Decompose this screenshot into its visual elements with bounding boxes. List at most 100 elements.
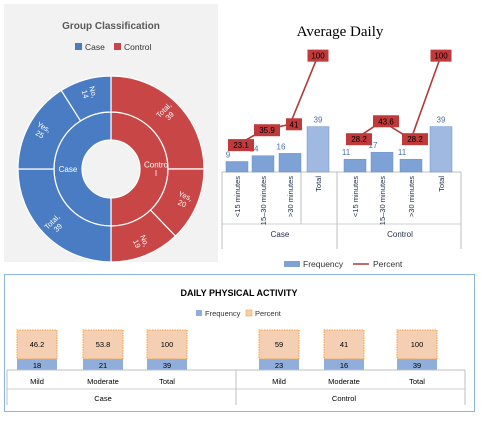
x-tick-label: Moderate [328, 377, 360, 386]
percent-value-label: 28.2 [351, 135, 367, 144]
x-tick-label: Total [159, 377, 175, 386]
daily-physical-activity-plot: 18 21 39 23 16 39 46.2 53.8 100 59 41 100 Mild Modera… [6, 329, 466, 405]
percent-label-box [254, 124, 280, 137]
outer-label-control-2: No,19 [130, 234, 150, 251]
group-label-control: Control [387, 230, 413, 239]
chart-title: DAILY PHYSICAL ACTIVITY [180, 288, 297, 298]
outer-slice-case-2 [60, 75, 112, 122]
bar-frequency [259, 359, 299, 370]
bar-value-label: 16 [277, 142, 286, 151]
bar-frequency [278, 153, 302, 173]
x-tick-label: Total [314, 176, 323, 192]
inner-label-case: Case [59, 165, 78, 174]
legend-label-frequency: Frequency [205, 309, 241, 318]
bar-frequency [370, 151, 394, 173]
percent-value-label: 28.2 [407, 135, 423, 144]
percent-value-label: 35.9 [259, 126, 275, 135]
x-tick-label: 15–30 minutes [259, 176, 268, 225]
x-tick-label: Total [409, 377, 425, 386]
bar-frequency [429, 126, 453, 173]
legend-label-control: Control [124, 42, 152, 52]
bar-percent [323, 329, 365, 360]
daily-physical-activity-chart: DAILY PHYSICAL ACTIVITY Frequency Percen… [6, 288, 466, 405]
average-daily-plot: 9 14 16 39 11 17 11 39 23.1 35.9 41 100 28.2 43.6 28.2… [221, 49, 462, 249]
legend-label-case: Case [85, 42, 105, 52]
x-tick-label: Total [437, 176, 446, 192]
group-label-case: Case [94, 394, 112, 403]
legend-swatch-frequency [196, 310, 202, 316]
percent-label-box [430, 49, 452, 62]
x-tick-label: Mild [272, 377, 286, 386]
bar-frequency [397, 359, 437, 370]
group-classification-chart: Group Classification Case Control Contro… [17, 21, 205, 262]
bar-value-label: 11 [342, 148, 351, 157]
bar-value-label: 39 [437, 116, 446, 125]
percent-value-label: 23.1 [233, 141, 249, 150]
average-daily-panel: Average Daily 9 14 16 39 11 17 11 39 23.1 35.9 41 1… [218, 4, 477, 270]
bar-percent [82, 329, 124, 360]
percent-value-label: 41 [290, 120, 299, 129]
bar-frequency [147, 359, 187, 370]
bar-value-label: 9 [226, 151, 231, 160]
outer-label-case-1: Yes,25 [31, 120, 52, 142]
percent-label-box [228, 139, 254, 152]
bar-frequency [17, 359, 57, 370]
percent-value-label: 59 [275, 340, 283, 349]
percent-label-box [402, 133, 428, 146]
frequency-value-label: 23 [275, 361, 283, 370]
percent-value-label: 100 [411, 340, 424, 349]
outer-label-case-2: No,14 [79, 85, 99, 101]
bar-frequency [251, 155, 275, 173]
percent-value-label: 100 [161, 340, 174, 349]
percent-label-box [286, 118, 302, 131]
bar-value-label: 14 [250, 145, 259, 154]
percent-label-box [346, 133, 372, 146]
outer-slice-control-2 [110, 209, 177, 262]
x-tick-label: >30 minutes [286, 176, 295, 217]
x-tick-label: >30 minutes [407, 176, 416, 217]
bar-frequency [225, 161, 249, 173]
bar-frequency [306, 126, 330, 173]
bar-value-label: 11 [398, 148, 407, 157]
inner-label-control: Contro l [144, 160, 169, 178]
bar-frequency [399, 158, 423, 173]
outer-label-control-1: Yes,20 [174, 189, 194, 210]
group-label-control: Control [332, 394, 357, 403]
legend-swatch-control [114, 43, 121, 50]
bar-value-label: 17 [369, 141, 378, 150]
chart-title: Group Classification [62, 21, 160, 32]
x-tick-label: Moderate [87, 377, 119, 386]
x-tick-label: <15 minutes [233, 176, 242, 217]
group-label-case: Case [271, 230, 290, 239]
frequency-value-label: 16 [340, 361, 348, 370]
x-tick-label: 15–30 minutes [378, 176, 387, 225]
bar-value-label: 39 [314, 116, 323, 125]
legend-swatch-percent [245, 309, 253, 317]
percent-value-label: 100 [434, 52, 448, 61]
bar-percent [16, 329, 58, 360]
percent-value-label: 46.2 [30, 340, 45, 349]
bar-frequency [83, 359, 123, 370]
percent-value-label: 100 [311, 52, 325, 61]
percent-value-label: 43.6 [378, 117, 394, 126]
line-percent-control [354, 55, 442, 141]
percent-label-box [307, 49, 329, 62]
daily-physical-activity-panel: DAILY PHYSICAL ACTIVITY Frequency Percen… [4, 274, 475, 412]
percent-label-box [373, 115, 399, 128]
x-tick-label: <15 minutes [351, 176, 360, 217]
bar-percent [396, 329, 438, 360]
legend-label-percent: Percent [255, 309, 282, 318]
average-daily-chart: Average Daily 9 14 16 39 11 17 11 39 23.1 35.9 41 1… [221, 24, 462, 269]
percent-value-label: 53.8 [96, 340, 111, 349]
sunburst-rings: Contro lCaseTotal,39Yes,20No,19Total,39Ye… [17, 75, 205, 262]
legend-label-frequency: Frequency [303, 259, 344, 269]
bar-frequency [324, 359, 364, 370]
percent-value-label: 41 [340, 340, 348, 349]
bar-frequency [343, 158, 367, 173]
group-classification-panel: Group Classification Case Control Contro… [4, 4, 218, 262]
chart-title: Average Daily [297, 24, 384, 40]
frequency-value-label: 39 [163, 361, 171, 370]
legend-label-percent: Percent [373, 259, 403, 269]
frequency-value-label: 21 [99, 361, 107, 370]
bar-percent [258, 329, 300, 360]
